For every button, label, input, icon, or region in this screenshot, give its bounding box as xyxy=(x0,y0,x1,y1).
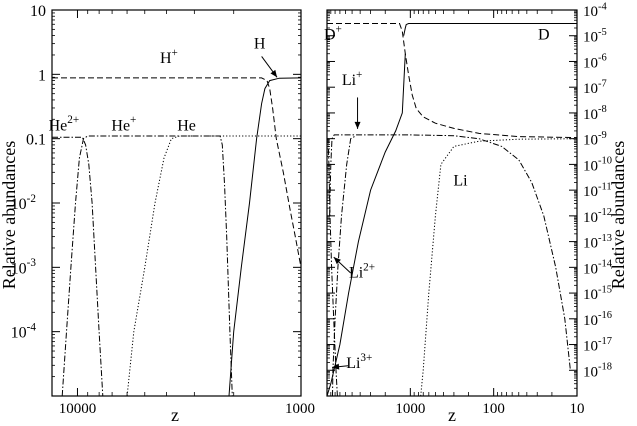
left-y-tick-label: 10-2 xyxy=(11,193,36,213)
right-series-li xyxy=(420,138,577,396)
left-y-tick-label: 0.1 xyxy=(26,132,46,149)
right-arrow-head xyxy=(332,363,340,370)
left-curve-label: He2+ xyxy=(49,114,80,134)
right-y-tick-label: 10-9 xyxy=(583,130,607,149)
left-y-axis-label: Relative abundances xyxy=(0,141,19,289)
right-series-li- xyxy=(329,134,571,371)
right-y-tick-label: 10-12 xyxy=(583,207,612,226)
right-y-tick-label: 10-15 xyxy=(583,284,612,303)
left-x-tick-label: 1000 xyxy=(285,401,315,417)
right-x-tick-label: 10 xyxy=(570,401,585,417)
right-series-d xyxy=(403,23,577,36)
left-series-he2- xyxy=(52,136,104,396)
right-x-tick-label: 1000 xyxy=(395,401,425,417)
right-series-h-like-solid-rising- xyxy=(327,53,406,396)
right-series-d- xyxy=(327,23,577,139)
left-series-he xyxy=(126,135,301,396)
right-arrow-head xyxy=(333,257,341,265)
right-panel: 1000 100 10 10-4 10-5 10-6 10-7 10-8 10-9 10-10 10… xyxy=(324,1,613,417)
left-curve-label: H+ xyxy=(160,47,178,67)
right-y-tick-label: 10-16 xyxy=(583,310,612,329)
right-y-tick-label: 10-4 xyxy=(583,1,607,20)
left-curve-label: He+ xyxy=(111,114,136,134)
right-y-tick-label: 10-7 xyxy=(583,78,607,97)
right-y-tick-label: 10-14 xyxy=(583,259,613,278)
left-curve-label: He xyxy=(177,117,196,134)
right-series-li2- xyxy=(327,138,338,396)
left-y-tick-label: 10-4 xyxy=(11,321,37,341)
right-curve-label: Li2+ xyxy=(349,261,375,281)
right-x-tick-label: 100 xyxy=(482,401,505,417)
right-y-tick-label: 10-6 xyxy=(583,53,607,72)
left-series-h- xyxy=(52,77,301,268)
right-curve-label: D xyxy=(538,27,550,44)
right-x-axis-label: z xyxy=(448,405,456,425)
left-series-h xyxy=(228,77,301,396)
right-curve-label: Li3+ xyxy=(346,352,372,372)
right-y-tick-label: 10-8 xyxy=(583,104,607,123)
right-y-tick-label: 10-13 xyxy=(583,233,612,252)
left-arrow-head xyxy=(270,69,278,78)
right-y-tick-label: 10-11 xyxy=(583,181,612,200)
left-curve-label: H xyxy=(254,36,266,53)
right-curve-label: Li+ xyxy=(342,69,363,89)
left-frame xyxy=(51,9,302,397)
right-curve-label: Li xyxy=(453,173,468,190)
right-y-tick-label: 10-5 xyxy=(583,27,607,46)
right-y-tick-label: 10-17 xyxy=(583,336,612,355)
right-frame xyxy=(326,9,578,397)
left-x-axis-label: z xyxy=(171,405,179,425)
right-curve-label: D+ xyxy=(324,24,342,44)
right-y-tick-label: 10-18 xyxy=(583,362,612,381)
right-arrow-head xyxy=(354,121,361,129)
left-panel: 10000 1000 10 1 0.1 10-2 10-3 10-4 H+ H He2+ He+ He xyxy=(11,3,315,417)
right-series-li3- xyxy=(332,135,357,396)
left-x-tick-label: 10000 xyxy=(59,401,97,417)
left-y-tick-label: 1 xyxy=(38,67,46,84)
left-series-he- xyxy=(61,135,233,396)
left-y-tick-label: 10-3 xyxy=(11,257,37,277)
left-y-tick-label: 10 xyxy=(30,3,46,20)
right-y-tick-label: 10-10 xyxy=(583,156,612,175)
right-y-axis-label: Relative abundances xyxy=(608,141,628,289)
